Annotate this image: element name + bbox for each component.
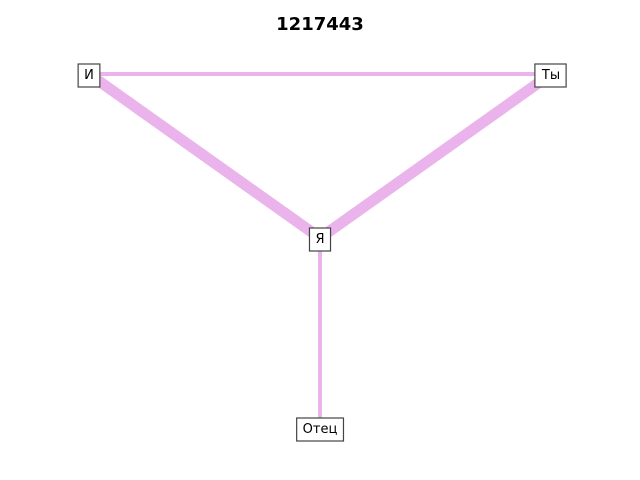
node-otets: Отец [296,417,345,442]
node-label-i: И [84,68,94,83]
nodes-layer: И Ты Я Отец [77,63,567,442]
node-label-ty: Ты [541,68,560,83]
node-i: И [77,63,101,88]
node-label-ya: Я [315,232,324,247]
edges-layer [85,69,555,428]
node-ty: Ты [534,63,567,88]
node-box-i [77,63,101,88]
node-label-otets: Отец [303,422,338,437]
node-ya: Я [308,227,332,252]
edge-i-ya [85,69,324,243]
node-box-ya [308,227,332,252]
edge-ty-ya [316,69,555,243]
node-box-ty [534,63,567,88]
node-box-otets [296,417,345,442]
graph-title: 1217443 [276,14,364,35]
